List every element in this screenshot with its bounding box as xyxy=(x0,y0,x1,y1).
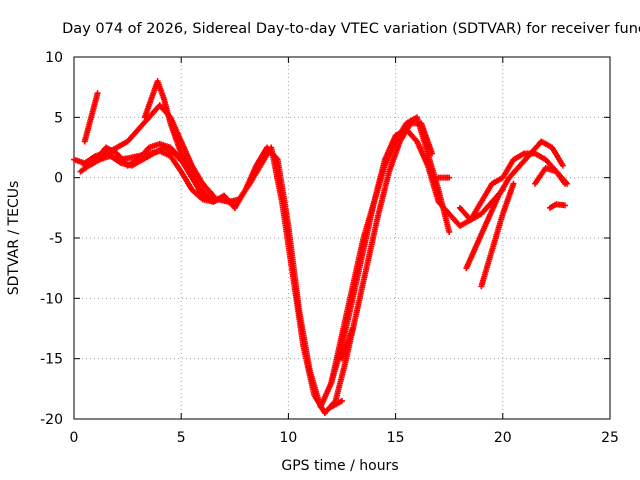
y-tick-label: -20 xyxy=(40,412,63,428)
x-tick-label: 0 xyxy=(70,430,79,446)
y-tick-label: -15 xyxy=(40,352,63,368)
data-point xyxy=(559,162,566,169)
y-tick-label: -5 xyxy=(49,231,63,247)
y-tick-label: -10 xyxy=(40,291,63,307)
series-track-4 xyxy=(81,90,101,145)
x-tick-label: 20 xyxy=(494,430,512,446)
series-track-13 xyxy=(456,186,506,223)
data-point xyxy=(349,325,356,332)
series-track-12 xyxy=(478,180,517,290)
series-track-2 xyxy=(81,126,571,410)
series-track-9 xyxy=(339,325,356,362)
y-tick-label: 5 xyxy=(54,110,63,126)
data-point xyxy=(94,90,101,97)
series-track-14 xyxy=(531,165,568,187)
data-point xyxy=(446,174,453,181)
data-point xyxy=(561,180,568,187)
data-point xyxy=(210,192,217,199)
x-tick-label: 15 xyxy=(387,430,405,446)
x-tick-labels: 0 5 10 15 20 25 xyxy=(70,430,619,446)
data-point xyxy=(199,180,206,187)
chart-title: Day 074 of 2026, Sidereal Day-to-day VTE… xyxy=(62,21,640,37)
x-axis-label: GPS time / hours xyxy=(281,458,398,474)
data-point xyxy=(561,202,568,209)
series-track-3 xyxy=(77,120,436,416)
series-track-6 xyxy=(141,78,206,187)
x-tick-label: 25 xyxy=(601,430,619,446)
y-tick-label: 10 xyxy=(45,50,63,66)
series-track-15 xyxy=(546,201,568,211)
y-tick-labels: 10 5 0 -5 -10 -15 -20 xyxy=(40,50,63,428)
x-tick-label: 10 xyxy=(279,430,297,446)
data-point xyxy=(510,180,517,187)
y-tick-label: 0 xyxy=(54,171,63,187)
x-tick-label: 5 xyxy=(177,430,186,446)
series-track-7 xyxy=(328,114,453,386)
data-point xyxy=(339,397,345,404)
data-point xyxy=(499,186,506,193)
series-track-8 xyxy=(328,397,345,410)
series-track-10 xyxy=(435,174,453,181)
series-marks xyxy=(71,78,571,416)
data-point xyxy=(446,228,453,235)
tick-marks xyxy=(73,56,611,420)
series-track-11 xyxy=(463,138,566,272)
y-axis-label: SDTVAR / TECUs xyxy=(6,181,22,296)
